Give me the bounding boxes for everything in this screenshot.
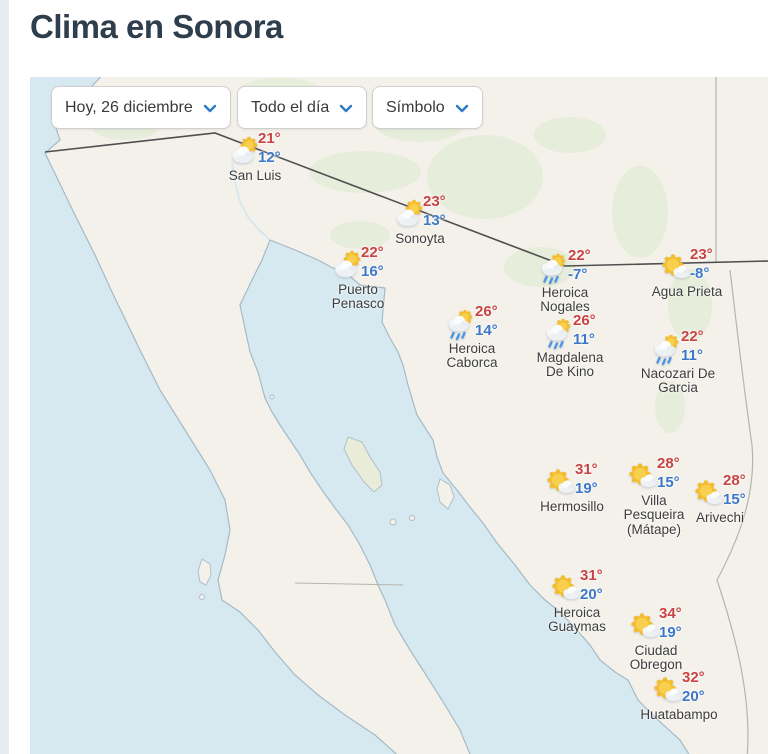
low-temp: 11° — [681, 347, 703, 364]
high-temp: 34° — [659, 605, 682, 622]
page-title: Clima en Sonora — [30, 8, 283, 45]
low-temp: 19° — [659, 624, 682, 641]
high-temp: 31° — [580, 567, 603, 584]
low-temp: 20° — [682, 688, 705, 705]
high-temp: 23° — [690, 246, 713, 263]
city-label: Ciudad Obregon — [629, 643, 683, 673]
gulf-of-california — [239, 239, 690, 754]
city-label: Agua Prieta — [651, 284, 723, 299]
display-mode-dropdown[interactable]: Símbolo — [372, 86, 483, 129]
high-temp: 32° — [682, 669, 705, 686]
high-temp: 23° — [423, 193, 446, 210]
rain-icon — [542, 317, 576, 351]
high-temp: 26° — [475, 303, 498, 320]
city-label: San Luis — [228, 168, 282, 183]
high-temp: 26° — [573, 312, 596, 329]
high-temp: 22° — [361, 244, 384, 261]
date-dropdown-label: Hoy, 26 diciembre — [65, 98, 193, 116]
chevron-down-icon — [203, 104, 217, 113]
low-temp: 16° — [361, 263, 384, 280]
partly-cloudy-icon — [227, 135, 261, 169]
time-range-dropdown[interactable]: Todo el día — [237, 86, 368, 129]
low-temp: -7° — [568, 266, 588, 283]
rain-icon — [444, 308, 478, 342]
low-temp: 14° — [475, 322, 498, 339]
partly-cloudy-icon — [392, 198, 426, 232]
city-label: Heroica Nogales — [540, 285, 590, 315]
sun-cloud-icon — [659, 251, 693, 285]
pacific-ocean — [30, 77, 398, 754]
sun-cloud-icon — [692, 477, 726, 511]
high-temp: 28° — [657, 455, 680, 472]
city-label: Heroica Guaymas — [548, 605, 606, 635]
city-label: Hermosillo — [540, 499, 604, 514]
high-temp: 28° — [723, 472, 746, 489]
low-temp: 12° — [258, 149, 281, 166]
low-temp: 19° — [575, 480, 598, 497]
high-temp: 21° — [258, 130, 281, 147]
time-range-dropdown-label: Todo el día — [251, 98, 330, 116]
sun-cloud-icon — [651, 674, 685, 708]
high-temp: 22° — [681, 328, 704, 345]
state-borders — [294, 77, 754, 754]
map-canvas — [30, 77, 768, 754]
rain-icon — [650, 333, 684, 367]
city-label: Heroica Caborca — [446, 341, 498, 371]
weather-map[interactable]: Hoy, 26 diciembre Todo el día Símbolo 21… — [30, 77, 768, 754]
sun-cloud-icon — [628, 610, 662, 644]
city-label: Nacozari De Garcia — [640, 366, 716, 396]
colorado-river — [231, 161, 271, 241]
rain-icon — [537, 252, 571, 286]
city-label: Huatabampo — [640, 707, 718, 722]
sun-cloud-icon — [549, 572, 583, 606]
sun-cloud-icon — [626, 460, 660, 494]
low-temp: 11° — [573, 331, 595, 348]
high-temp: 31° — [575, 461, 598, 478]
low-temp: 15° — [723, 491, 746, 508]
low-temp: -8° — [690, 265, 710, 282]
low-temp: 13° — [423, 212, 446, 229]
city-label: Villa Pesqueira (Mátape) — [623, 493, 685, 537]
high-temp: 22° — [568, 247, 591, 264]
chevron-down-icon — [455, 104, 469, 113]
low-temp: 15° — [657, 474, 680, 491]
date-dropdown[interactable]: Hoy, 26 diciembre — [51, 86, 231, 129]
city-label: Arivechi — [695, 510, 744, 525]
city-label: Puerto Penasco — [331, 282, 385, 312]
chevron-down-icon — [339, 104, 353, 113]
display-mode-dropdown-label: Símbolo — [386, 98, 445, 116]
partly-cloudy-icon — [330, 249, 364, 283]
city-label: Magdalena De Kino — [536, 350, 604, 380]
page-edge-strip — [0, 0, 9, 754]
sun-cloud-icon — [544, 466, 578, 500]
low-temp: 20° — [580, 586, 603, 603]
city-label: Sonoyta — [395, 231, 445, 246]
islands — [197, 394, 455, 600]
